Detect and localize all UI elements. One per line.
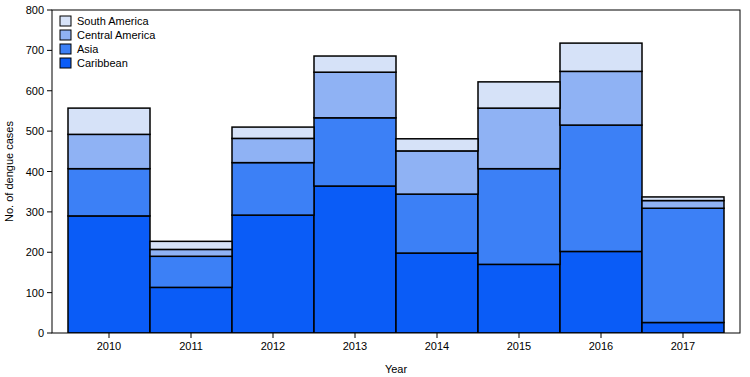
y-tick bbox=[47, 50, 52, 51]
bar-segment bbox=[560, 71, 642, 125]
x-tick-label: 2012 bbox=[261, 340, 285, 352]
x-tick-label: 2017 bbox=[671, 340, 695, 352]
x-tick bbox=[273, 333, 274, 338]
bar-segment bbox=[232, 138, 314, 162]
bar-segment bbox=[478, 82, 560, 108]
bar-segment bbox=[314, 186, 396, 333]
y-tick-label: 0 bbox=[38, 327, 44, 339]
legend-swatch bbox=[60, 58, 71, 68]
y-tick-label: 500 bbox=[26, 125, 44, 137]
plot-frame bbox=[52, 10, 740, 333]
bar-segment bbox=[396, 139, 478, 151]
x-tick bbox=[355, 333, 356, 338]
bar-segment bbox=[396, 253, 478, 333]
bar-segment bbox=[314, 118, 396, 186]
bar-segment bbox=[232, 127, 314, 138]
bar-segment bbox=[560, 125, 642, 251]
x-tick-label: 2013 bbox=[343, 340, 367, 352]
legend-swatch bbox=[60, 30, 71, 40]
x-tick-label: 2016 bbox=[589, 340, 613, 352]
bar-segment bbox=[642, 323, 724, 333]
legend-swatch bbox=[60, 44, 71, 54]
y-tick bbox=[47, 131, 52, 132]
bar-segment bbox=[396, 151, 478, 194]
bar-segment bbox=[478, 169, 560, 265]
x-axis-label: Year bbox=[385, 363, 408, 375]
bar-segment bbox=[560, 251, 642, 333]
bars bbox=[68, 43, 724, 333]
legend-label: Asia bbox=[77, 43, 99, 55]
x-tick bbox=[437, 333, 438, 338]
y-tick-label: 200 bbox=[26, 246, 44, 258]
bar-segment bbox=[68, 169, 150, 216]
x-tick bbox=[519, 333, 520, 338]
legend-swatch bbox=[60, 16, 71, 26]
bar-segment bbox=[642, 197, 724, 201]
bar-segment bbox=[150, 287, 232, 333]
bar-segment bbox=[314, 56, 396, 72]
y-tick bbox=[47, 211, 52, 212]
y-tick-label: 400 bbox=[26, 166, 44, 178]
x-tick-label: 2011 bbox=[179, 340, 203, 352]
x-tick bbox=[109, 333, 110, 338]
bar-segment bbox=[478, 108, 560, 169]
chart: 0 100 200 300 400 500 600 700 800 2010 2011 2012 201… bbox=[0, 0, 750, 377]
bar-segment bbox=[232, 163, 314, 215]
bar-segment bbox=[68, 108, 150, 134]
y-tick-label: 800 bbox=[26, 4, 44, 16]
bar-segment bbox=[68, 134, 150, 168]
x-tick bbox=[683, 333, 684, 338]
x-tick-label: 2010 bbox=[97, 340, 121, 352]
y-tick bbox=[47, 90, 52, 91]
legend-label: South America bbox=[77, 15, 149, 27]
y-tick-label: 700 bbox=[26, 44, 44, 56]
bar-segment bbox=[150, 241, 232, 249]
bar-segment bbox=[150, 256, 232, 287]
y-tick-label: 100 bbox=[26, 287, 44, 299]
bar-segment bbox=[642, 201, 724, 209]
x-tick bbox=[191, 333, 192, 338]
bar-segment bbox=[642, 208, 724, 322]
y-tick bbox=[47, 10, 52, 11]
bar-segment bbox=[150, 249, 232, 256]
y-tick-label: 300 bbox=[26, 206, 44, 218]
bar-segment bbox=[314, 72, 396, 118]
bar-segment bbox=[68, 216, 150, 333]
legend-label: Central America bbox=[77, 29, 156, 41]
y-tick bbox=[47, 292, 52, 293]
y-tick bbox=[47, 252, 52, 253]
legend: South America Central America Asia Caribbea… bbox=[60, 15, 156, 69]
bar-segment bbox=[478, 264, 560, 333]
bar-segment bbox=[560, 43, 642, 71]
x-tick bbox=[601, 333, 602, 338]
y-axis-label: No. of dengue cases bbox=[3, 121, 15, 222]
x-tick-label: 2014 bbox=[425, 340, 449, 352]
x-tick-label: 2015 bbox=[507, 340, 531, 352]
y-tick bbox=[47, 333, 52, 334]
bar-segment bbox=[232, 215, 314, 333]
y-tick-label: 600 bbox=[26, 85, 44, 97]
y-tick bbox=[47, 171, 52, 172]
legend-label: Caribbean bbox=[77, 57, 128, 69]
bar-segment bbox=[396, 194, 478, 253]
